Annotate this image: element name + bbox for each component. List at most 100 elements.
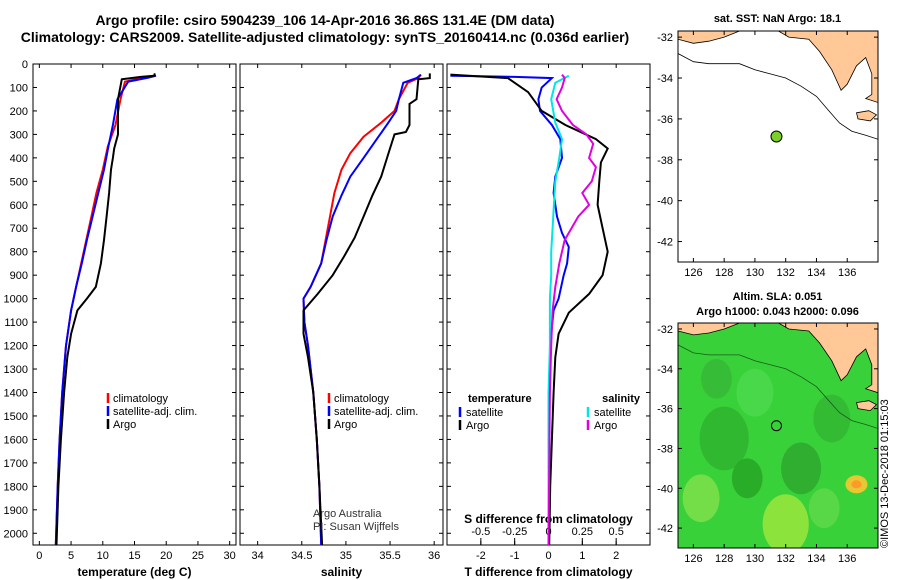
- map-y-tick-label: -34: [657, 73, 673, 85]
- x-axis-label: temperature (deg C): [77, 565, 191, 579]
- land-kangaroo-island: [856, 110, 878, 122]
- shelf-contour: [678, 344, 878, 429]
- map-frame: [677, 322, 879, 549]
- x2-tick-label: 0.25: [572, 526, 593, 538]
- map-y-tick-label: -38: [657, 443, 673, 455]
- x-tick-label: 34.5: [291, 550, 312, 562]
- x-tick-label: 0: [36, 550, 42, 562]
- title-line-2: Climatology: CARS2009. Satellite-adjuste…: [20, 29, 630, 45]
- series-line-salinity-satellite: [547, 74, 570, 545]
- x-tick-label: 36: [428, 550, 440, 562]
- y-tick-label: 2000: [4, 528, 28, 540]
- series-line-argo: [55, 73, 156, 546]
- x-tick-label: 35: [340, 550, 352, 562]
- x-tick-label: 30: [224, 550, 236, 562]
- series-line-argo: [302, 73, 431, 546]
- y-tick-label: 600: [10, 200, 28, 212]
- sla-patch: [808, 488, 840, 529]
- map-y-tick-label: -34: [657, 364, 673, 376]
- x-tick-label: 10: [97, 550, 109, 562]
- sla-patch: [682, 474, 720, 523]
- land-australia: [678, 31, 878, 103]
- map-frame: [677, 30, 879, 263]
- series-line-temperature-argo: [450, 73, 609, 546]
- map-x-tick-label: 126: [684, 553, 702, 565]
- legend-diff-sal-text: satellite: [594, 407, 631, 419]
- legend-salinity-text: satellite-adj. clim.: [334, 406, 418, 418]
- x2-tick-label: 0.5: [609, 526, 624, 538]
- y-tick-label: 1800: [4, 481, 28, 493]
- legend-diff-sal-title: salinity: [602, 393, 641, 405]
- map-x-tick-label: 128: [715, 267, 733, 279]
- map-y-tick-label: -42: [657, 237, 673, 249]
- y-tick-label: 1700: [4, 458, 28, 470]
- map-sst-title: sat. SST: NaN Argo: 18.1: [713, 13, 842, 25]
- x-tick-label: 25: [192, 550, 204, 562]
- y-tick-label: 1400: [4, 387, 28, 399]
- y-tick-label: 100: [10, 82, 28, 94]
- map-x-tick-label: 130: [746, 267, 764, 279]
- argo-position-marker: [770, 420, 782, 432]
- sla-patch: [762, 494, 809, 548]
- argo-position-marker: [770, 130, 783, 143]
- plot-frame-1: [239, 63, 444, 546]
- legend-diff-sal-text: Argo: [594, 420, 617, 432]
- x-tick-label: 0: [545, 550, 551, 562]
- y-tick-label: 800: [10, 247, 28, 259]
- map-sla: [677, 322, 879, 549]
- x-axis-label: salinity: [321, 565, 363, 579]
- sla-patch: [813, 394, 851, 443]
- y-tick-label: 500: [10, 176, 28, 188]
- x-tick-label: -1: [510, 550, 520, 562]
- sla-patch: [781, 442, 822, 495]
- x-tick-label: 20: [160, 550, 172, 562]
- y-tick-label: 900: [10, 270, 28, 282]
- legend-diff-temp-text: Argo: [466, 420, 489, 432]
- x-tick-label: 2: [613, 550, 619, 562]
- land-kangaroo-island: [856, 400, 878, 412]
- map-y-tick-label: -38: [657, 155, 673, 167]
- series-line-salinity-argo: [547, 73, 597, 546]
- map-x-tick-label: 128: [715, 553, 733, 565]
- legend-temperature-text: climatology: [113, 393, 169, 405]
- x-axis-label: T difference from climatology: [464, 565, 632, 579]
- legend-temperature-text: satellite-adj. clim.: [113, 406, 197, 418]
- y-tick-label: 1200: [4, 341, 28, 353]
- x-tick-label: 15: [128, 550, 140, 562]
- map-sst: [677, 30, 879, 263]
- map-y-tick-label: -32: [657, 324, 673, 336]
- x2-tick-label: -0.5: [471, 526, 490, 538]
- map-x-tick-label: 136: [838, 553, 856, 565]
- y-tick-label: 1100: [4, 317, 28, 329]
- y-tick-label: 200: [10, 106, 28, 118]
- map-x-tick-label: 132: [777, 267, 795, 279]
- map-sla-title-1: Altim. SLA: 0.051: [732, 291, 823, 303]
- land-australia: [678, 323, 878, 394]
- sla-patch: [699, 406, 749, 471]
- plot-frame-0: [32, 63, 237, 546]
- x-tick-label: 34: [252, 550, 264, 562]
- y-tick-label: 1600: [4, 434, 28, 446]
- y-tick-label: 700: [10, 223, 28, 235]
- map-inner: [678, 323, 878, 548]
- x-tick-label: 1: [579, 550, 585, 562]
- map-x-tick-label: 134: [807, 267, 825, 279]
- sla-patch: [731, 458, 763, 499]
- sla-patch: [701, 358, 732, 399]
- y-tick-label: 0: [22, 59, 28, 71]
- x-tick-label: 5: [68, 550, 74, 562]
- map-y-tick-label: -36: [657, 114, 673, 126]
- y-tick-label: 300: [10, 129, 28, 141]
- legend-diff-temp-title: temperature: [468, 393, 532, 405]
- title-line-1: Argo profile: csiro 5904239_106 14-Apr-2…: [95, 12, 555, 28]
- legend-diff-temp-text: satellite: [466, 407, 503, 419]
- map-x-tick-label: 130: [746, 553, 764, 565]
- map-y-tick-label: -40: [657, 196, 673, 208]
- map-x-tick-label: 136: [838, 267, 856, 279]
- map-y-tick-label: -36: [657, 404, 673, 416]
- map-y-tick-label: -32: [657, 32, 673, 44]
- sla-patch: [736, 368, 774, 417]
- map-inner: [678, 31, 878, 262]
- x-tick-label: -2: [476, 550, 486, 562]
